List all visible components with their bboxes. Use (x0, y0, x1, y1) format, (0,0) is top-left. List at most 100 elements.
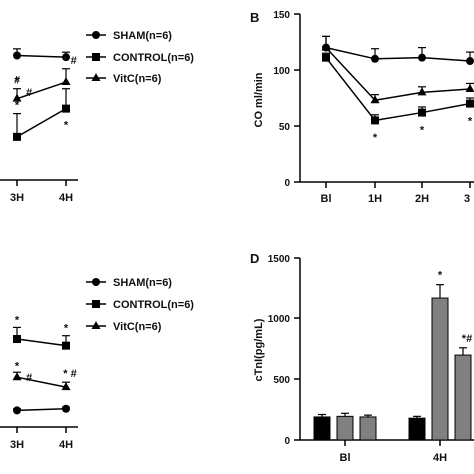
panel-b: B CO ml/min 0 50 100 150 Bl 1H 2H 3 **#* (250, 10, 474, 205)
series-line-1 (16, 107, 67, 138)
data-point-square (322, 53, 330, 62)
data-point-triangle (12, 372, 22, 381)
significance-mark: *# (462, 333, 472, 345)
panel-b-x-tick-label: 2H (415, 193, 429, 205)
data-point-square (466, 99, 474, 108)
panel-d-y-tick-label: 1000 (268, 314, 291, 325)
panel-c: 3H 4H * * * # * # SHAM(n=6) CONTROL(n=6) Vit… (0, 277, 194, 451)
panel-a-plot: **#* #*# (12, 48, 77, 141)
panel-b-y-tick-label: 50 (279, 122, 291, 133)
panel-b-plot: **#* (321, 35, 474, 144)
bar-4h-vitc (454, 354, 472, 441)
panel-c-legend: SHAM(n=6) CONTROL(n=6) VitC(n=6) (86, 277, 194, 333)
bar-4h-control (431, 297, 449, 441)
legend-square-marker (92, 300, 100, 308)
panel-a-x-tick-label: 3H (10, 192, 24, 204)
significance-mark: # (26, 372, 32, 384)
legend-triangle-marker (91, 73, 101, 81)
series-line-2 (16, 376, 67, 388)
legend-entry-sham: SHAM(n=6) (113, 277, 172, 289)
legend-entry-control: CONTROL(n=6) (113, 52, 194, 64)
data-point-square (418, 108, 426, 117)
panel-b-letter: B (250, 10, 259, 25)
data-point-triangle (417, 87, 427, 96)
legend-entry-sham: SHAM(n=6) (113, 30, 172, 42)
panel-b-x-tick-label: 3 (464, 193, 470, 205)
bar-bl-sham (313, 416, 331, 441)
data-point-circle (62, 53, 70, 62)
series-line-1 (325, 57, 471, 122)
significance-mark: * (15, 314, 20, 326)
legend-circle-marker (92, 31, 100, 39)
data-point-triangle (370, 95, 380, 104)
panel-b-axes: 0 50 100 150 Bl 1H 2H 3 (273, 10, 474, 205)
significance-mark: # (14, 75, 20, 87)
panel-d-y-tick-label: 500 (273, 375, 290, 386)
significance-mark: * (438, 270, 443, 282)
data-point-triangle (465, 84, 474, 93)
panel-a: 3H 4H **#* #*# SHAM(n=6) CONTROL(n=6) Vi… (0, 30, 194, 204)
legend-entry-vitc: VitC(n=6) (113, 321, 162, 333)
series-line-2 (16, 81, 67, 100)
panel-d-y-axis-label: cTnI(pg/mL) (253, 318, 265, 381)
series-line-2 (325, 47, 471, 102)
panel-c-x-tick-label: 4H (59, 439, 73, 451)
legend-square-marker (92, 53, 100, 61)
bar-bl-vitc (359, 416, 377, 441)
panel-d-letter: D (250, 251, 259, 266)
series-line-0 (16, 54, 67, 58)
significance-mark: * # (63, 368, 76, 380)
panel-a-axes: 3H 4H (0, 179, 78, 204)
data-point-square (62, 104, 70, 113)
panel-d-x-tick-label: 4H (433, 452, 447, 464)
panel-d-plot: * *# (313, 270, 472, 441)
data-point-circle (418, 53, 426, 62)
bar-bl-control (336, 415, 354, 441)
panel-b-y-axis-label: CO ml/min (253, 72, 265, 127)
panel-d: D cTnI(pg/mL) 0 500 1000 1500 Bl 4H * *# (250, 251, 474, 464)
significance-mark: * (64, 323, 69, 335)
data-point-triangle (12, 93, 22, 102)
data-point-circle (62, 404, 70, 413)
series-line-0 (325, 46, 471, 62)
panel-d-y-tick-label: 0 (284, 436, 290, 447)
legend-triangle-marker (91, 321, 101, 329)
data-point-triangle (61, 77, 71, 86)
panel-b-y-tick-label: 0 (284, 178, 290, 189)
significance-mark: * (15, 361, 20, 373)
data-point-square (62, 341, 70, 350)
data-point-square (13, 132, 21, 141)
significance-mark: * (373, 132, 378, 144)
legend-entry-vitc: VitC(n=6) (113, 73, 162, 85)
panel-a-legend: SHAM(n=6) CONTROL(n=6) VitC(n=6) (86, 30, 194, 85)
data-point-square (13, 335, 21, 344)
data-point-triangle (61, 382, 71, 391)
significance-mark: * (420, 124, 425, 136)
panel-b-x-tick-label: Bl (321, 193, 332, 205)
significance-mark: * # (63, 55, 76, 67)
data-point-circle (13, 51, 21, 60)
panel-a-x-tick-label: 4H (59, 192, 73, 204)
panel-c-plot: * * * # * # (12, 314, 77, 415)
panel-c-x-tick-label: 3H (10, 439, 24, 451)
panel-d-y-tick-label: 1500 (268, 254, 291, 265)
panel-b-y-tick-label: 100 (273, 66, 290, 77)
legend-entry-control: CONTROL(n=6) (113, 299, 194, 311)
series-line-1 (16, 338, 67, 347)
series-line-0 (16, 407, 67, 412)
panel-d-x-tick-label: Bl (340, 452, 351, 464)
data-point-circle (13, 406, 21, 415)
panel-c-axes: 3H 4H (0, 426, 78, 451)
bar-4h-sham (408, 417, 426, 441)
significance-mark: * (15, 75, 20, 87)
data-point-square (371, 116, 379, 125)
significance-mark: * (64, 120, 69, 132)
significance-mark: * (468, 115, 473, 127)
panel-b-y-tick-label: 150 (273, 10, 290, 21)
significance-mark: # (26, 87, 32, 99)
significance-mark: * (15, 100, 20, 112)
data-point-circle (466, 57, 474, 66)
legend-circle-marker (92, 278, 100, 286)
